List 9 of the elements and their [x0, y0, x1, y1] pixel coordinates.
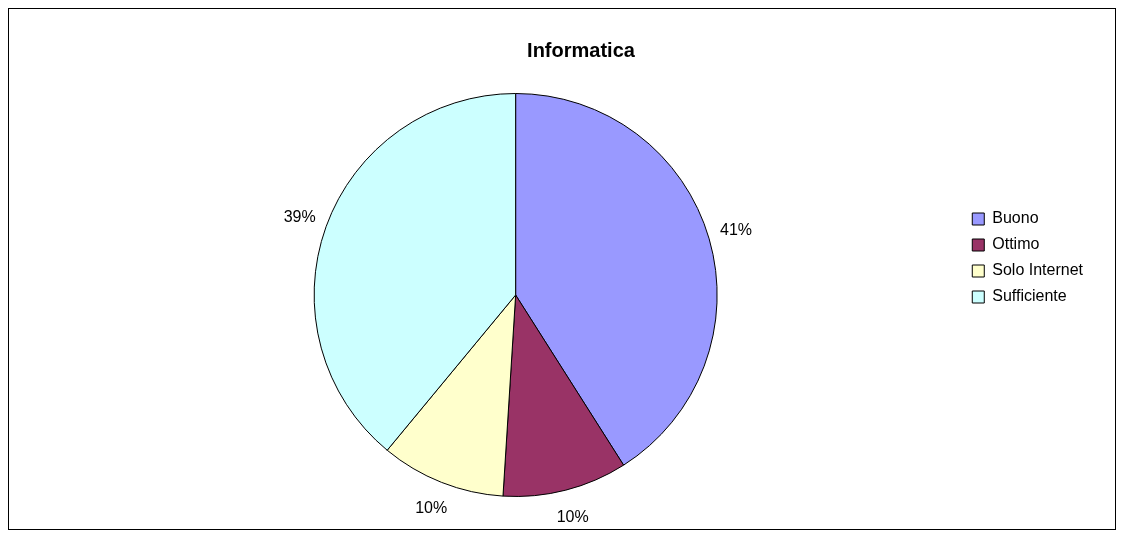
data-label: 41% [720, 221, 753, 239]
data-label: 10% [415, 498, 448, 516]
legend-label: Ottimo [992, 235, 1040, 253]
data-label: 10% [556, 507, 589, 525]
data-label: 39% [283, 207, 316, 225]
legend-label: Buono [992, 209, 1039, 227]
chart-title: Informatica [527, 38, 636, 61]
legend-label: Sufficiente [992, 287, 1067, 305]
legend-label: Solo Internet [992, 261, 1084, 279]
